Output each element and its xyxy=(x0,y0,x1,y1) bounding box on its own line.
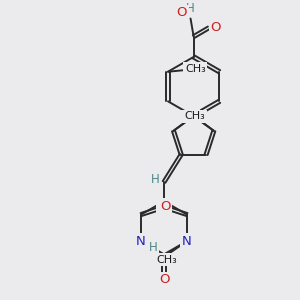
Text: O: O xyxy=(159,273,169,286)
Text: N: N xyxy=(136,235,146,248)
Text: CH₃: CH₃ xyxy=(156,255,177,265)
Text: CH₃: CH₃ xyxy=(184,112,205,122)
Text: O: O xyxy=(210,21,221,34)
Text: O: O xyxy=(158,200,168,213)
Text: H: H xyxy=(148,242,157,254)
Text: CH₃: CH₃ xyxy=(185,64,206,74)
Text: N: N xyxy=(189,110,199,123)
Text: N: N xyxy=(182,235,192,248)
Text: H: H xyxy=(151,173,160,186)
Text: O: O xyxy=(177,6,187,20)
Text: CH₃: CH₃ xyxy=(183,112,204,122)
Text: O: O xyxy=(160,200,170,213)
Text: H: H xyxy=(185,2,194,15)
